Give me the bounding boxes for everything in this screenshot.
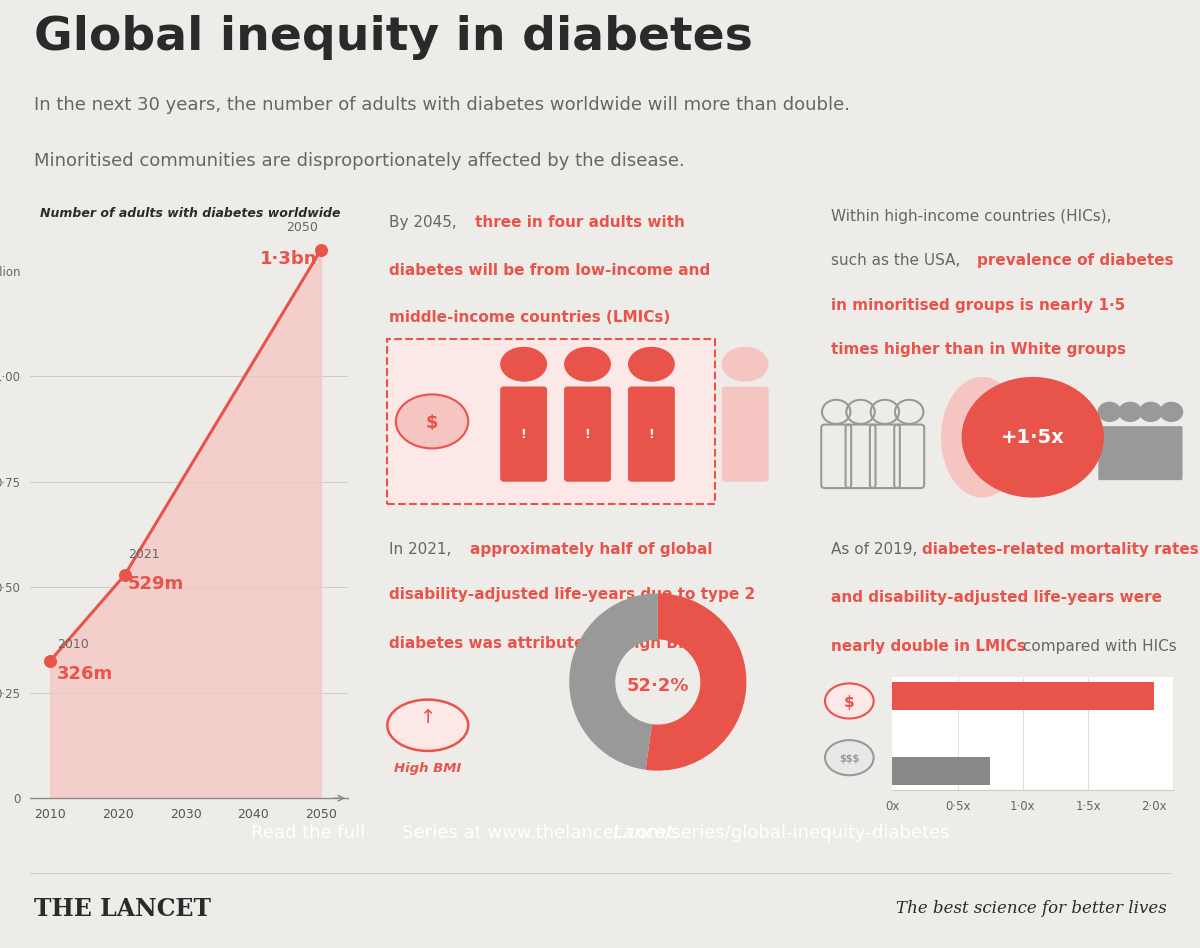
Text: disability-adjusted life-years due to type 2: disability-adjusted life-years due to ty…	[390, 588, 756, 603]
Point	[311, 242, 330, 257]
Text: 52·2%: 52·2%	[626, 678, 689, 696]
Text: The best science for better lives: The best science for better lives	[895, 901, 1166, 918]
Text: 529m: 529m	[128, 574, 185, 592]
Text: !: !	[584, 428, 590, 441]
Text: High BMI: High BMI	[394, 762, 461, 775]
Text: 2021: 2021	[128, 548, 160, 560]
Text: THE LANCET: THE LANCET	[34, 897, 211, 921]
Text: Minoritised communities are disproportionately affected by the disease.: Minoritised communities are disproportio…	[34, 152, 684, 170]
Text: In 2021,: In 2021,	[390, 541, 457, 556]
Circle shape	[1098, 402, 1122, 422]
Text: nearly double in LMICs: nearly double in LMICs	[830, 639, 1026, 654]
Text: prevalence of diabetes: prevalence of diabetes	[977, 253, 1174, 268]
FancyBboxPatch shape	[721, 387, 768, 482]
Text: times higher than in White groups: times higher than in White groups	[830, 342, 1126, 357]
Circle shape	[961, 377, 1104, 498]
Text: $: $	[844, 695, 854, 710]
Ellipse shape	[941, 377, 1024, 498]
Text: !: !	[648, 428, 654, 441]
Point	[115, 568, 134, 583]
Text: compared with HICs: compared with HICs	[1018, 639, 1176, 654]
Circle shape	[396, 394, 468, 448]
Text: three in four adults with: three in four adults with	[475, 215, 684, 230]
FancyBboxPatch shape	[1160, 427, 1182, 480]
Bar	[893, 682, 1153, 710]
Text: Global inequity in diabetes: Global inequity in diabetes	[34, 15, 752, 60]
Text: 1·3bn: 1·3bn	[260, 249, 318, 267]
Circle shape	[500, 347, 547, 382]
Bar	[893, 757, 990, 785]
Text: and disability-adjusted life-years were: and disability-adjusted life-years were	[830, 591, 1162, 605]
Wedge shape	[646, 593, 746, 771]
Text: !: !	[743, 428, 748, 441]
Circle shape	[1159, 402, 1183, 422]
FancyBboxPatch shape	[388, 338, 715, 504]
Text: In the next 30 years, the number of adults with diabetes worldwide will more tha: In the next 30 years, the number of adul…	[34, 96, 850, 114]
Text: diabetes-related mortality rates: diabetes-related mortality rates	[923, 541, 1199, 556]
Text: $: $	[426, 414, 438, 432]
Wedge shape	[569, 593, 658, 770]
Circle shape	[721, 347, 768, 382]
Text: diabetes was attributed to high BMI: diabetes was attributed to high BMI	[390, 636, 700, 651]
Circle shape	[824, 740, 874, 775]
FancyBboxPatch shape	[1118, 427, 1141, 480]
Circle shape	[824, 684, 874, 719]
FancyBboxPatch shape	[1140, 427, 1162, 480]
FancyBboxPatch shape	[1098, 427, 1121, 480]
Text: Number of adults with diabetes worldwide: Number of adults with diabetes worldwide	[40, 208, 341, 220]
Circle shape	[628, 347, 674, 382]
Text: Read the full         Series at www.thelancet.com/series/global-inequity-diabete: Read the full Series at www.thelancet.co…	[251, 825, 949, 842]
Circle shape	[564, 347, 611, 382]
FancyBboxPatch shape	[628, 387, 674, 482]
Text: As of 2019,: As of 2019,	[830, 541, 922, 556]
Point	[41, 653, 60, 668]
Text: approximately half of global: approximately half of global	[470, 541, 713, 556]
Circle shape	[1139, 402, 1163, 422]
Text: 2050: 2050	[286, 221, 318, 234]
Text: in minoritised groups is nearly 1·5: in minoritised groups is nearly 1·5	[830, 298, 1124, 313]
Text: $$$: $$$	[839, 754, 859, 764]
Text: such as the USA,: such as the USA,	[830, 253, 965, 268]
Text: !: !	[521, 428, 527, 441]
Circle shape	[1118, 402, 1142, 422]
Text: 326m: 326m	[58, 665, 113, 683]
Text: 2010: 2010	[58, 638, 89, 651]
Text: +1·5x: +1·5x	[1001, 428, 1064, 447]
Text: Within high-income countries (HICs),: Within high-income countries (HICs),	[830, 209, 1111, 224]
Text: Lancet: Lancet	[527, 825, 673, 842]
Text: diabetes will be from low-income and: diabetes will be from low-income and	[390, 263, 710, 278]
Circle shape	[388, 700, 468, 751]
Text: ↑: ↑	[420, 707, 436, 727]
FancyBboxPatch shape	[500, 387, 547, 482]
Text: By 2045,: By 2045,	[390, 215, 462, 230]
Text: middle-income countries (LMICs): middle-income countries (LMICs)	[390, 310, 671, 325]
FancyBboxPatch shape	[564, 387, 611, 482]
